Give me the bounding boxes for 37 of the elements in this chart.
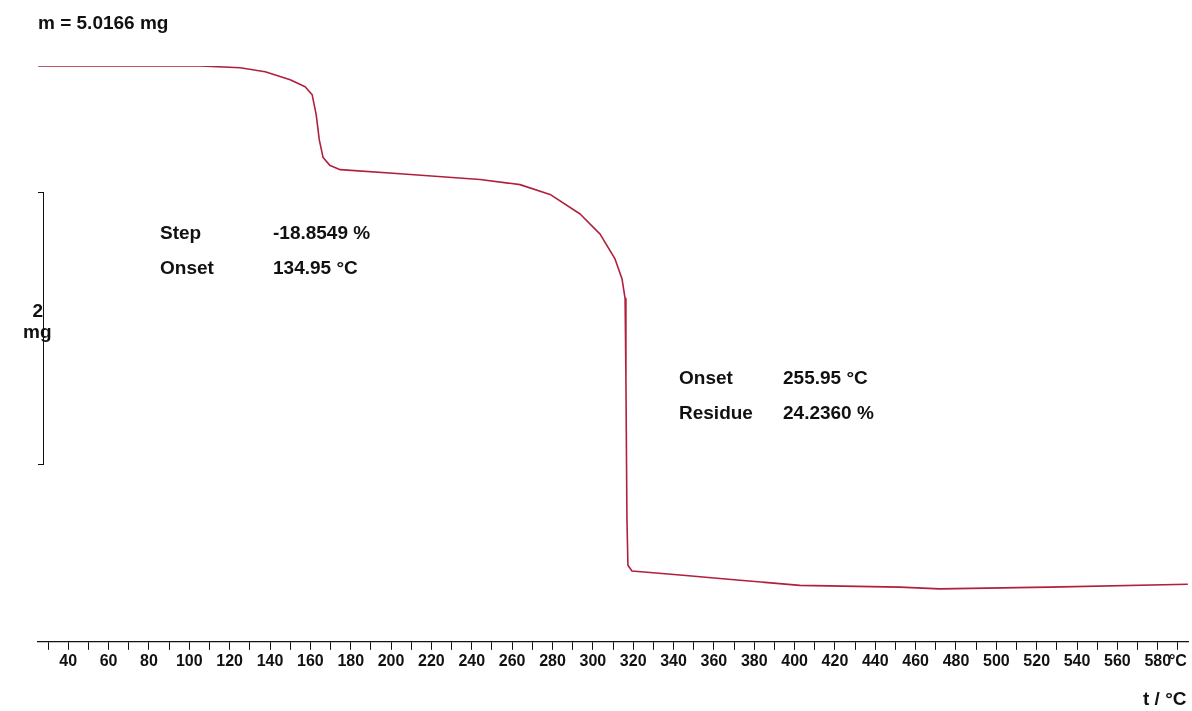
x-tick-label: 360 [700,651,728,669]
annotation: Onset [160,257,214,279]
annotation: Residue [679,402,753,424]
annotation: -18.8549 % [273,222,371,244]
x-tick-label: 60 [99,651,118,669]
annotation: Onset [679,367,733,389]
x-tick-label: 120 [216,651,244,669]
annotation: Step [160,222,202,244]
annotation: 24.2360 % [783,402,874,424]
x-tick-label: 300 [579,651,607,669]
x-tick-label: 480 [942,651,970,669]
x-tick-label: 200 [377,651,405,669]
annotation: 134.95 °C [273,257,358,279]
x-tick-label: 540 [1063,651,1091,669]
x-tick-label: 240 [458,651,486,669]
x-tick-label: 340 [660,651,687,669]
x-tick-label: 180 [337,651,365,669]
x-tick-label: 400 [781,651,809,669]
x-tick-label: 140 [256,651,284,669]
x-tick-label: 80 [140,651,158,669]
chart-title: m = 5.0166 mg [38,12,169,34]
x-tick-label: 320 [619,651,647,669]
x-axis-title: t / °C [1143,688,1187,710]
x-tick-label: 500 [982,651,1010,669]
x-tick-label: 420 [821,651,849,669]
x-tick-label: 460 [902,651,930,669]
x-tick-label: 380 [740,651,768,669]
x-tick-label: 260 [498,651,526,669]
x-tick-label: 520 [1023,651,1051,669]
x-tick-label: 440 [861,651,889,669]
x-tick-label: 220 [418,651,445,669]
x-tick-label: 560 [1104,651,1131,669]
x-tick-label: 280 [539,651,566,669]
annotation: 255.95 °C [783,367,868,389]
x-tick-label: 40 [59,651,78,669]
x-tick-label: 100 [175,651,203,669]
x-tick-label: 160 [297,651,324,669]
